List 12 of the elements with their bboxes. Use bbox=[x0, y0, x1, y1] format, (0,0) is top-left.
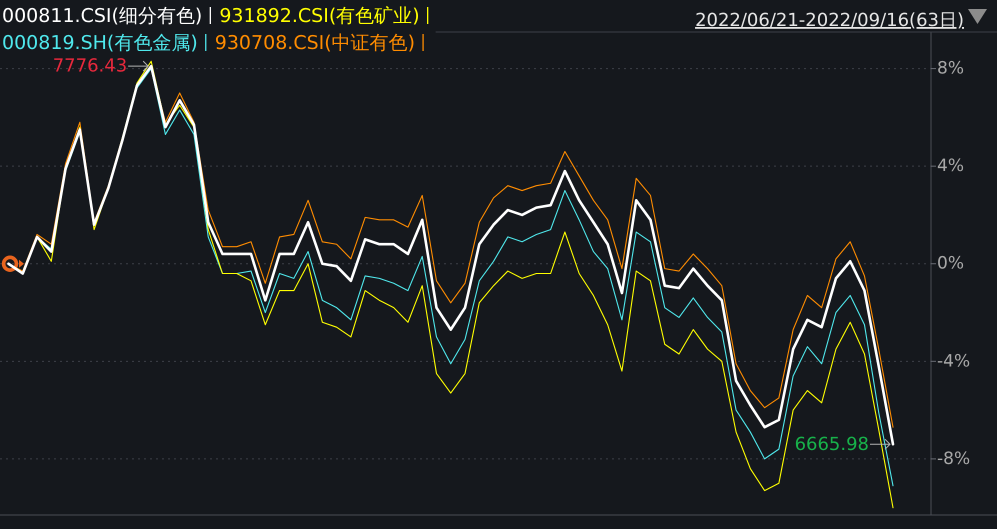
annotation: 6665.98 bbox=[794, 434, 869, 455]
y-tick-label: -4% bbox=[937, 351, 970, 372]
legend-label: 000819.SH(有色金属) bbox=[2, 32, 198, 54]
y-tick-label: -8% bbox=[937, 448, 970, 469]
legend-label: 930708.CSI(中证有色) bbox=[214, 32, 416, 54]
chart-subtitle: 2022/06/21-2022/09/16(63日) bbox=[695, 10, 964, 31]
annotation: 7776.43 bbox=[52, 56, 128, 77]
y-tick-label: 4% bbox=[937, 156, 964, 176]
legend-label: 931892.CSI(有色矿业) bbox=[219, 5, 420, 27]
y-tick-label: 8% bbox=[937, 58, 964, 79]
legend-label: 000811.CSI(细分有色) bbox=[2, 5, 202, 27]
y-tick-label: 0% bbox=[937, 254, 964, 274]
